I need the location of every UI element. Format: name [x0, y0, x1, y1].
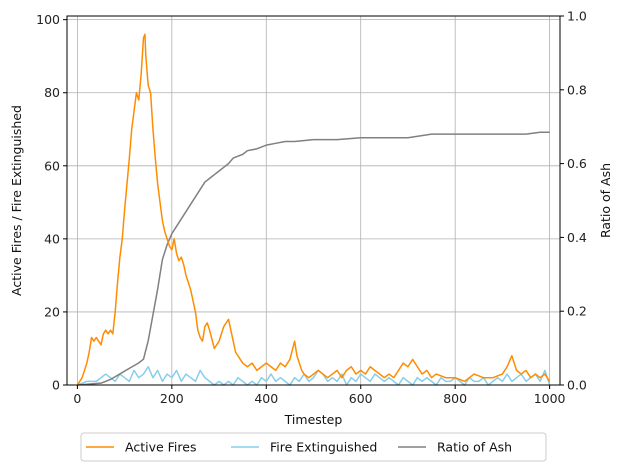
- x-tick-label: 0: [73, 391, 81, 406]
- y-tick-label-left: 40: [44, 231, 60, 246]
- series-line-active-fires: [76, 33, 551, 386]
- legend-label-fire-extinguished: Fire Extinguished: [270, 440, 377, 455]
- y-tick-label-right: 0.4: [567, 230, 587, 245]
- y-tick-label-right: 0.0: [567, 378, 587, 393]
- legend-label-active-fires: Active Fires: [125, 440, 196, 455]
- x-axis-label: Timestep: [284, 412, 343, 427]
- y-axis-label-left: Active Fires / Fire Extinguished: [9, 105, 24, 296]
- y-tick-label-right: 0.8: [567, 82, 587, 97]
- y-tick-label-left: 100: [36, 12, 60, 27]
- y-tick-label-left: 0: [52, 378, 60, 393]
- plot-frame: [66, 15, 561, 386]
- y-tick-label-left: 80: [44, 85, 60, 100]
- x-tick-label: 200: [160, 391, 184, 406]
- x-tick-label: 1000: [534, 391, 566, 406]
- y-axis-label-right: Ratio of Ash: [598, 163, 613, 238]
- x-tick-label: 800: [443, 391, 467, 406]
- y-tick-label-left: 60: [44, 158, 60, 173]
- y-tick-label-right: 0.2: [567, 304, 587, 319]
- legend-label-ratio-of-ash: Ratio of Ash: [437, 440, 512, 455]
- legend: Active Fires Fire Extinguished Ratio of …: [80, 432, 547, 462]
- legend-box: [80, 432, 547, 462]
- x-tick-label: 600: [349, 391, 373, 406]
- x-tick-label: 400: [254, 391, 278, 406]
- series-line-ratio-of-ash: [77, 131, 550, 386]
- axis-ticks: 0 200 400 600 800 1000 0 20 40 60 80 100 0.0 0.2 0.4 0.…: [36, 9, 587, 407]
- y-tick-label-right: 1.0: [567, 9, 587, 24]
- y-tick-label-right: 0.6: [567, 156, 587, 171]
- y-tick-label-left: 20: [44, 304, 60, 319]
- plot-series: [76, 33, 551, 386]
